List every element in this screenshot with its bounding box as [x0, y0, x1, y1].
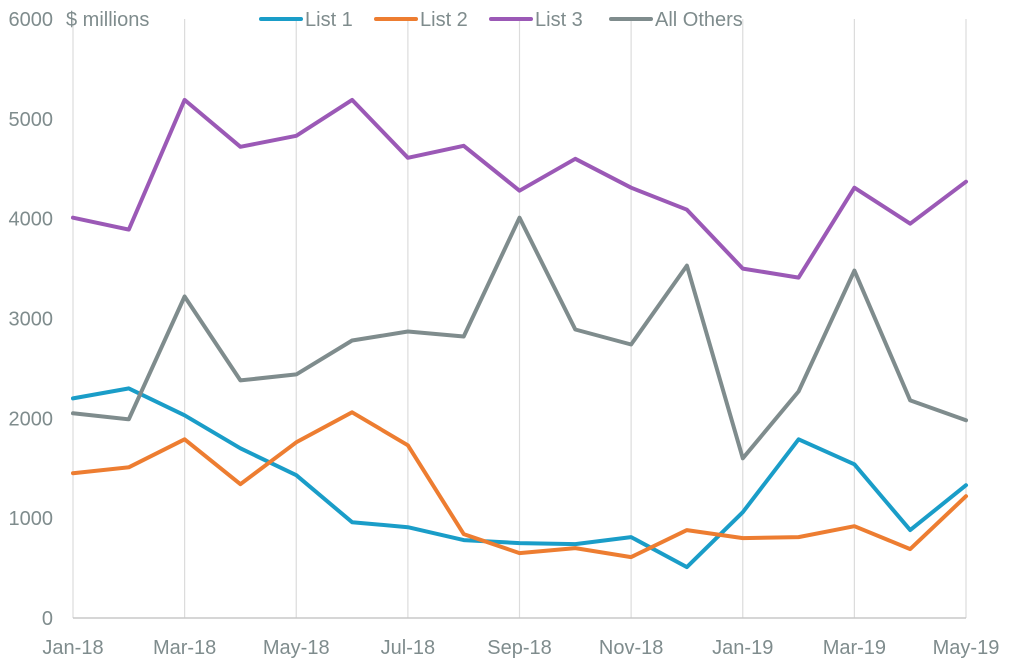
y-tick-label: 5000: [9, 109, 54, 131]
y-tick-label: 4000: [9, 209, 54, 231]
y-tick-label: 6000: [9, 9, 54, 31]
y-tick-label: 2000: [9, 408, 54, 430]
legend: List 1 List 2 List 3 All Others: [259, 9, 743, 31]
legend-label-list-3: List 3: [535, 9, 583, 31]
y-axis: 0 1000 2000 3000 4000 5000 6000: [9, 9, 54, 630]
legend-label-all-others: All Others: [655, 9, 743, 31]
x-tick-label: Jan-19: [712, 637, 773, 659]
series-line-list-3: [71, 97, 968, 280]
gridlines: [72, 19, 967, 618]
x-tick-label: Mar-19: [823, 637, 886, 659]
x-tick-label: May-18: [263, 637, 330, 659]
legend-label-list-1: List 1: [305, 9, 353, 31]
x-axis: Jan-18 Mar-18 May-18 Jul-18 Sep-18 Nov-18 Jan-…: [42, 637, 999, 659]
x-tick-label: Mar-18: [153, 637, 216, 659]
y-tick-label: 0: [42, 608, 53, 630]
y-tick-label: 1000: [9, 508, 54, 530]
legend-label-list-2: List 2: [420, 9, 468, 31]
x-tick-label: Jul-18: [381, 637, 435, 659]
series-lines: [71, 97, 968, 570]
x-tick-label: Jan-18: [42, 637, 103, 659]
series-line-all-others: [71, 215, 968, 461]
series-line-list-1: [71, 386, 968, 570]
series-line-list-2: [71, 410, 968, 560]
x-tick-label: May-19: [933, 637, 1000, 659]
y-tick-label: 3000: [9, 309, 54, 331]
x-tick-label: Nov-18: [599, 637, 663, 659]
unit-label: $ millions: [66, 9, 149, 31]
x-tick-label: Sep-18: [487, 637, 552, 659]
